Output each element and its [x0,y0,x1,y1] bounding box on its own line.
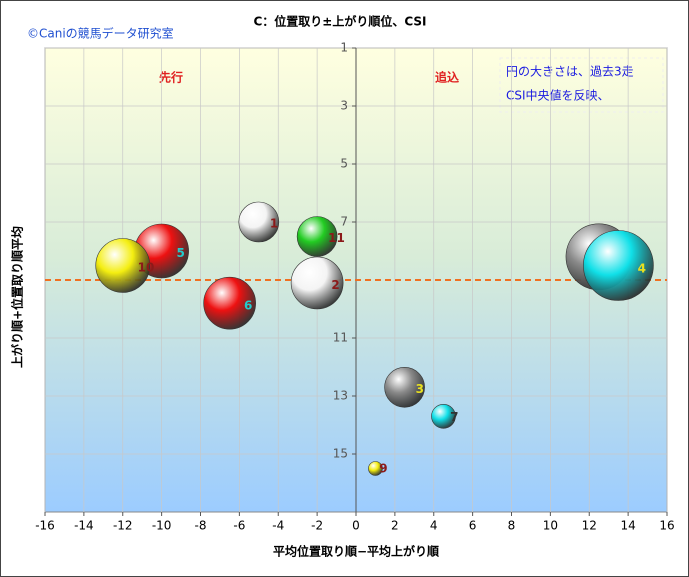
x-tick-label: 10 [543,519,558,533]
y-tick-label: 15 [333,447,348,461]
bubble-label: 5 [176,246,184,260]
chart-title: C：位置取り±上がり順位、CSI [254,14,427,29]
y-tick-label: 7 [340,215,348,229]
x-axis-title: 平均位置取り順−平均上がり順 [273,544,440,559]
bubble-label: 1 [270,217,278,231]
y-tick-label: 13 [333,389,348,403]
bubble [290,256,344,310]
y-tick-label: 3 [340,99,348,113]
x-tick-label: -10 [152,519,172,533]
y-tick-label: 5 [340,157,348,171]
x-tick-label: -4 [272,519,284,533]
bubble-label: 2 [331,278,339,292]
bubble [203,276,256,330]
x-tick-label: 4 [430,519,438,533]
x-tick-label: -16 [35,519,55,533]
y-tick-label: 1 [340,41,348,55]
x-tick-label: 2 [391,519,399,533]
note: 円の大きさは、過去3走 [506,65,634,79]
bubble-label: 3 [416,382,424,396]
x-tick-label: -2 [311,519,323,533]
bubble [583,230,654,301]
quadrant-label: 追込 [435,70,459,85]
y-axis-title: 上がり順+位置取り順平均 [10,226,25,368]
x-tick-label: 6 [469,519,477,533]
bubble-label: 4 [638,262,646,276]
x-tick-label: -6 [233,519,245,533]
quadrant-label: 先行 [159,70,183,85]
bubble [368,461,383,476]
bubble-label: 11 [328,231,345,245]
bubble [238,201,280,243]
bubble [296,216,338,257]
x-tick-label: 14 [620,519,635,533]
x-tick-label: 12 [582,519,597,533]
bubble-label: 10 [138,261,155,275]
y-tick-label: 11 [333,331,348,345]
x-tick-label: -8 [195,519,207,533]
bubble-label: 7 [450,410,458,424]
x-tick-label: 16 [659,519,674,533]
x-tick-label: 0 [352,519,360,533]
bubble [384,366,425,408]
bubble-label: 6 [244,298,252,312]
bubble-label: 9 [379,462,387,476]
bubble [431,403,456,429]
x-tick-label: 8 [508,519,516,533]
watermark: ©Caniの競馬データ研究室 [27,26,174,41]
note: CSI中央値を反映、 [506,88,610,103]
bubble [95,238,151,293]
x-tick-label: -12 [113,519,133,533]
x-tick-label: -14 [74,519,94,533]
